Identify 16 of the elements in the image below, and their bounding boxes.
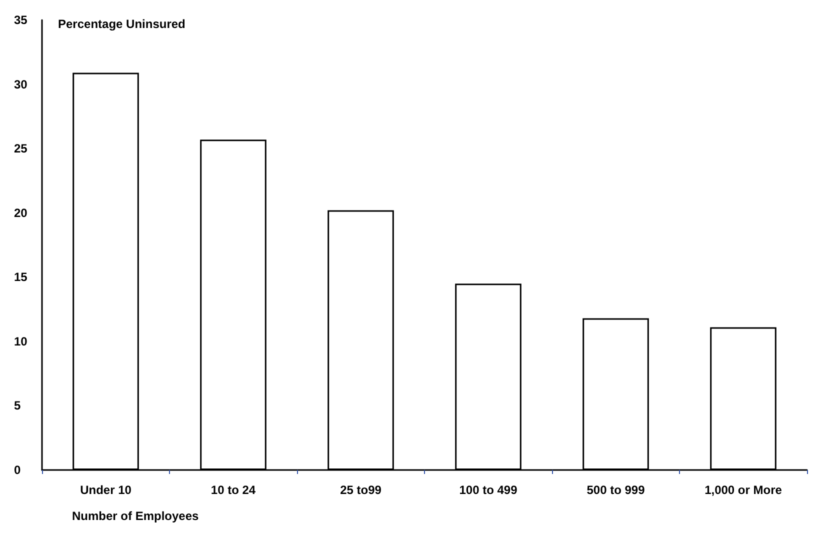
y-tick-label: 15 [14,270,28,284]
y-tick-label: 10 [14,334,28,348]
x-tick-label: 25 to99 [340,483,382,497]
x-tick-label: 1,000 or More [704,483,782,497]
x-tick-label: 10 to 24 [210,483,256,497]
y-tick-label: 5 [14,398,21,413]
x-tick-label: 500 to 999 [586,483,646,497]
y-tick-label: 30 [14,77,28,92]
y-tick-label: 25 [14,142,28,156]
y-tick-label: 0 [14,463,21,477]
y-axis-title: Percentage Uninsured [58,17,186,31]
x-axis-title: Number of Employees [72,509,200,523]
x-tick-label: Under 10 [80,483,132,497]
y-tick-label: 35 [14,13,28,27]
x-tick-label: 100 to 499 [459,483,518,497]
y-tick-label: 20 [14,206,28,220]
